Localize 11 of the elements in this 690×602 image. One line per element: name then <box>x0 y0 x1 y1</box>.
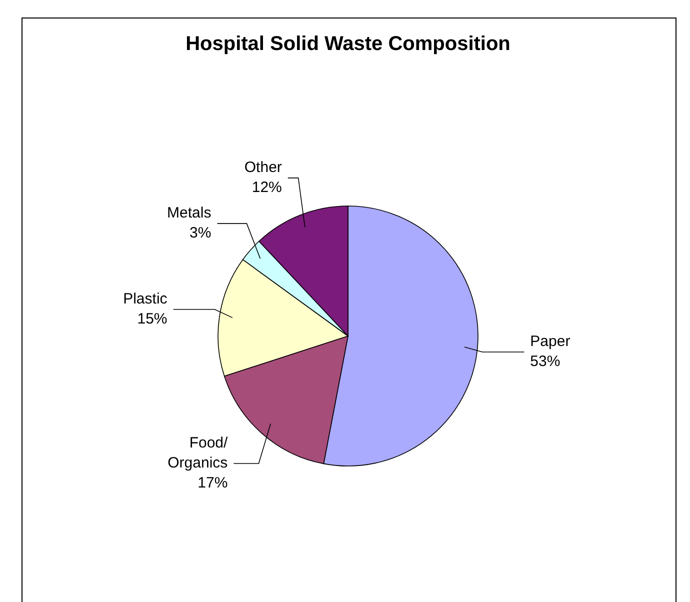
slice-label: Other <box>244 158 282 176</box>
slice-label: Paper <box>530 332 570 350</box>
slice-label: Food/ Organics <box>168 434 228 472</box>
slice-label: Metals <box>167 204 212 222</box>
data-label: 3% <box>190 224 212 242</box>
data-label: 15% <box>137 310 168 328</box>
data-label: 12% <box>252 178 282 196</box>
data-label: 17% <box>198 474 228 492</box>
data-label: 53% <box>530 352 560 370</box>
slice-label: Plastic <box>123 290 168 308</box>
chart-title: Hospital Solid Waste Composition <box>186 33 510 55</box>
